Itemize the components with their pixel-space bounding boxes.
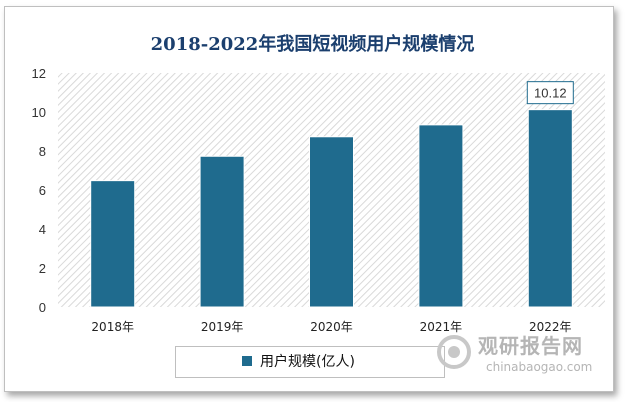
legend [175,346,445,378]
y-tick-label: 6 [39,183,46,198]
watermark-en: chinabaogao.com [486,360,593,374]
data-label: 10.12 [534,86,567,101]
x-tick-label: 2021年 [420,320,463,334]
watermark-cn: 观研报告网 [478,334,583,358]
x-tick-label: 2018年 [91,320,134,334]
bar [199,155,245,308]
bar [418,124,464,308]
data-label-box [526,81,574,105]
legend-swatch [242,356,252,366]
y-tick-label: 4 [39,222,46,237]
watermark-logo-icon [437,335,471,369]
watermark: 观研报告网 chinabaogao.com [436,330,608,384]
y-tick-label: 12 [32,66,46,81]
y-tick-label: 0 [39,300,46,315]
bar [527,109,573,308]
y-tick-label: 2 [39,261,46,276]
bar [90,180,136,308]
x-tick-label: 2022年 [529,320,572,334]
legend-label: 用户规模(亿人) [260,354,355,370]
x-tick-label: 2020年 [310,320,353,334]
chart-title: 2018-2022年我国短视频用户规模情况 [150,34,475,55]
bar [309,136,354,308]
y-tick-label: 10 [32,105,46,120]
y-tick-label: 8 [39,144,46,159]
x-tick-label: 2019年 [201,320,244,334]
